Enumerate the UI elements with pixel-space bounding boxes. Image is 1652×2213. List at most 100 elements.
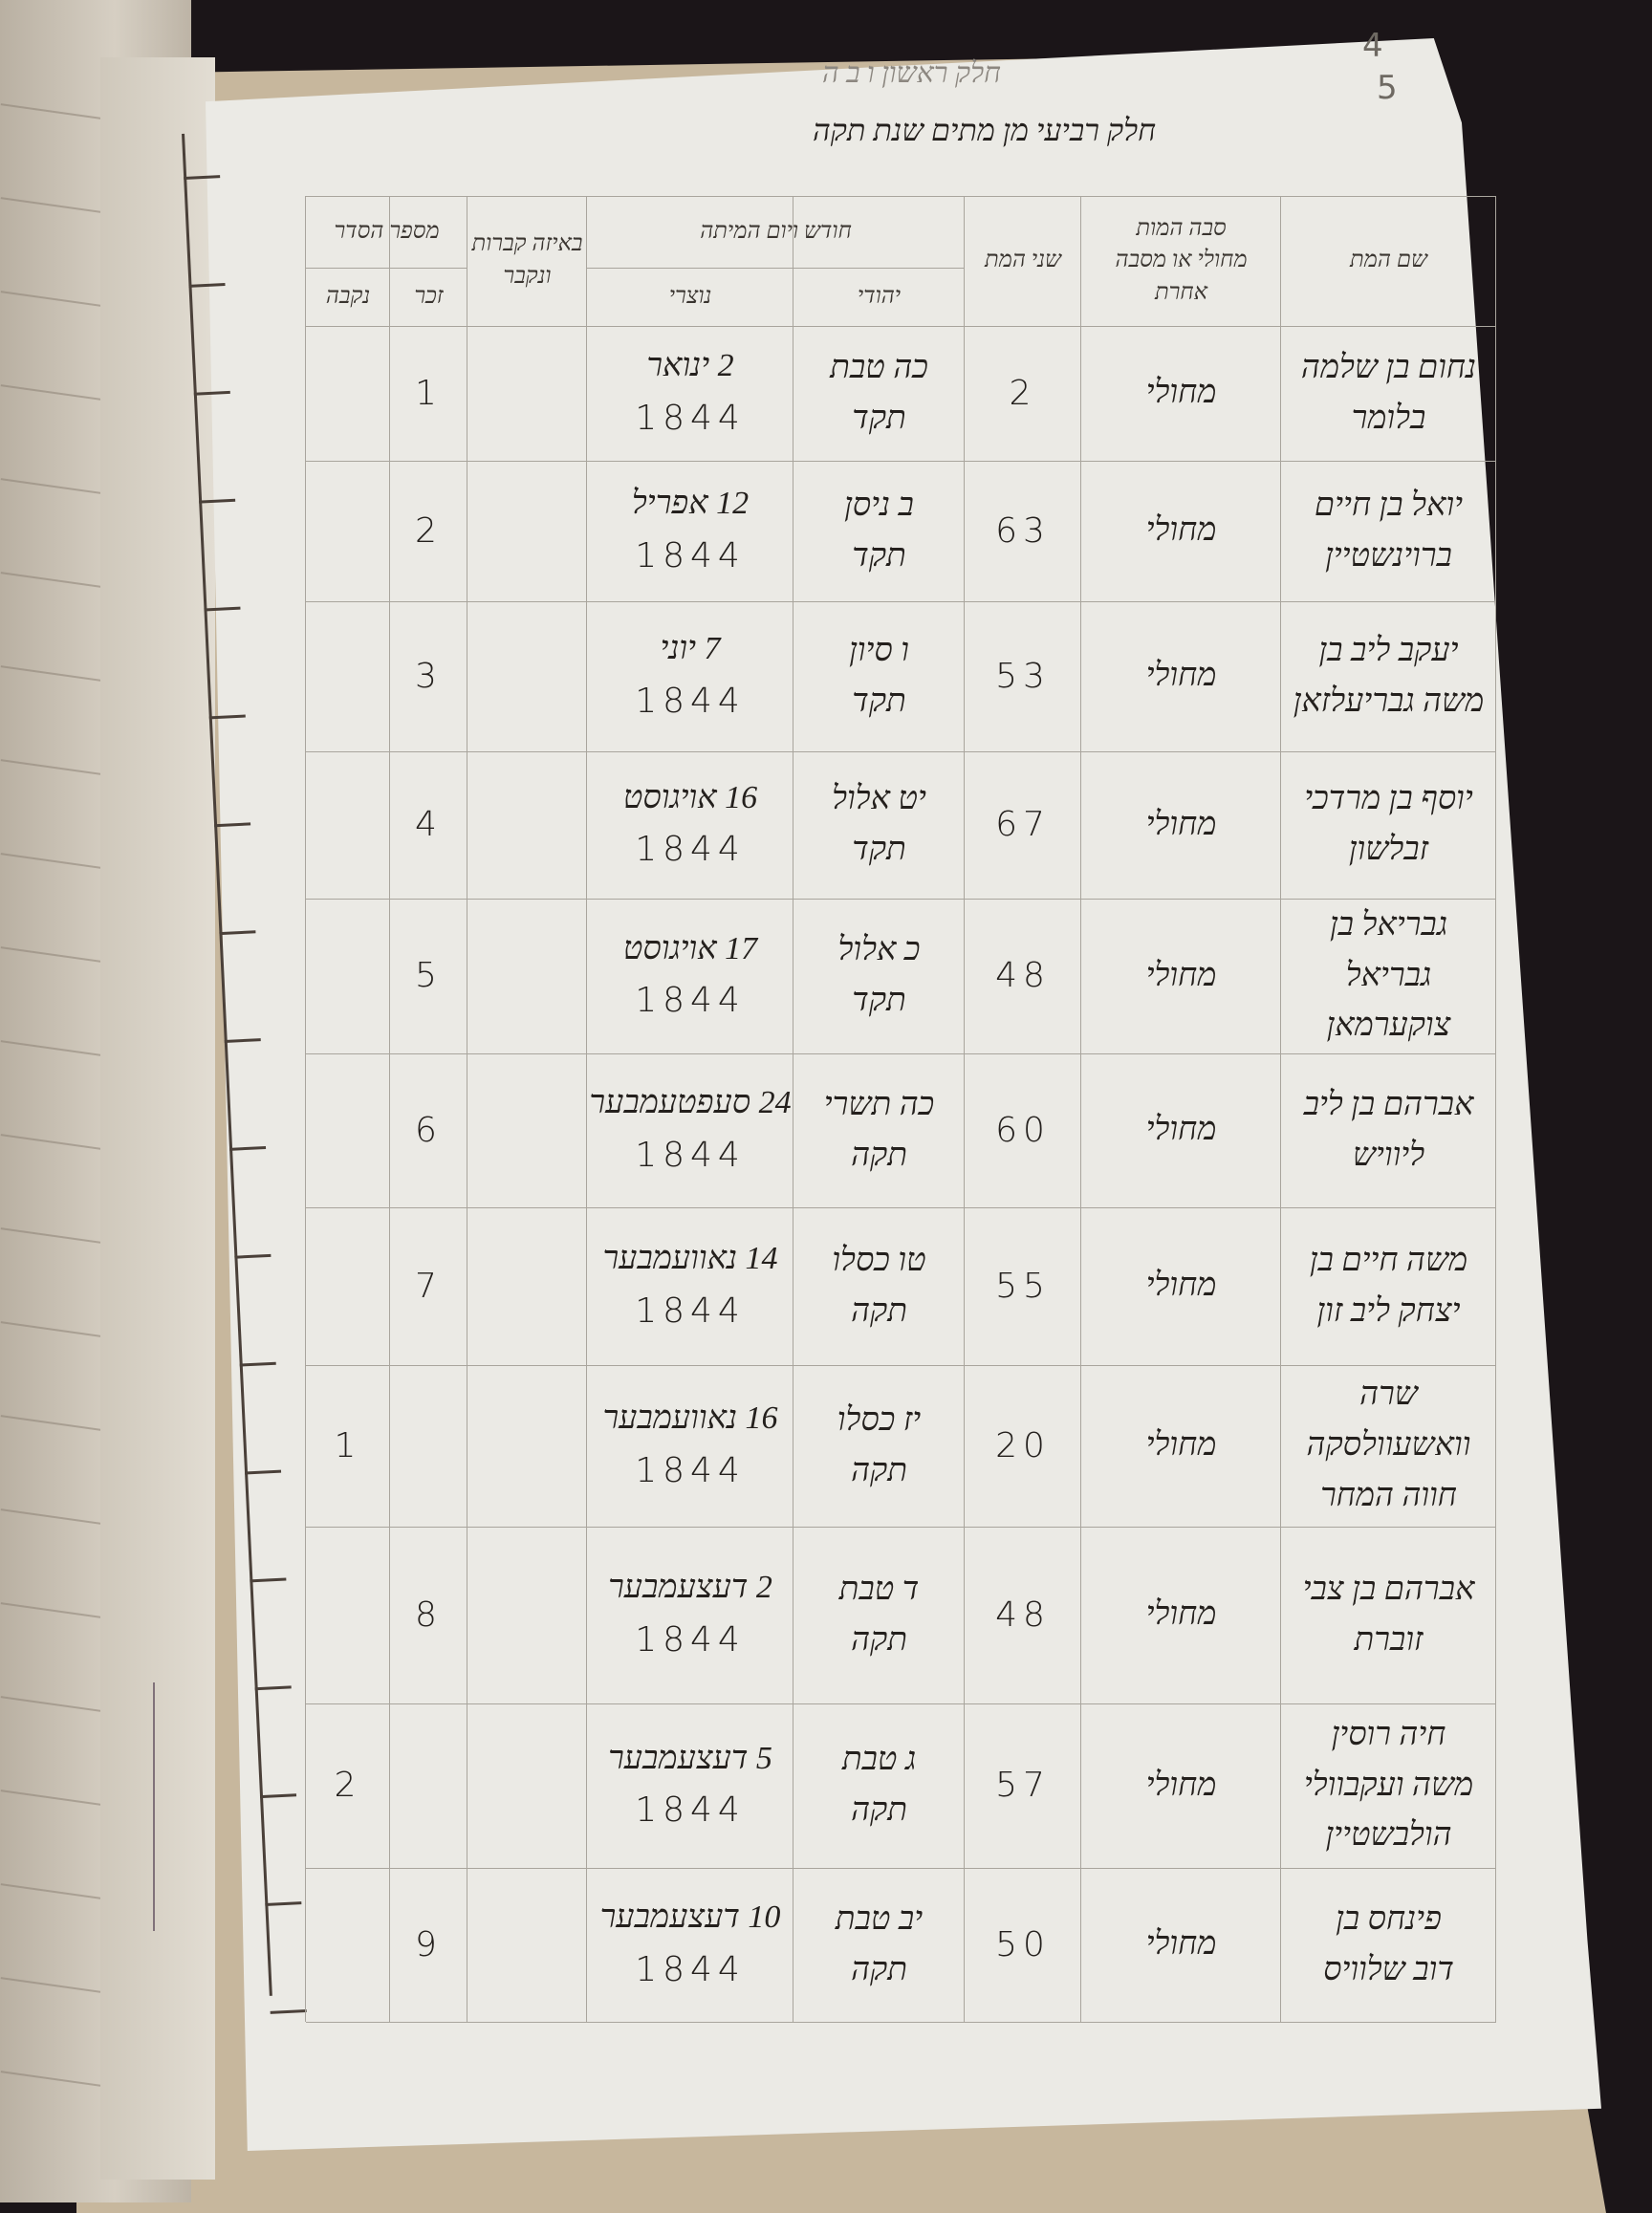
header-date-civil: נוצרי [668,283,712,309]
civil-date: 16 אויגוסט 1844 [587,751,793,899]
serial-female: 2 [334,1766,362,1806]
row-divider [306,461,1496,462]
text-line: יצחק ליב זון [1316,1292,1461,1329]
row-divider [306,601,1496,602]
row-divider [306,2022,1496,2023]
text-line: 1844 [635,981,746,1021]
column-divider [389,196,390,2022]
row-divider [306,899,1496,900]
age: 67 [995,805,1051,845]
deceased-name: משה חיים בן יצחק ליב זון [1281,1207,1496,1365]
text-line: יואל בן חיים [1314,487,1464,523]
civil-date: 10 דעצעמבער 1844 [587,1868,793,2022]
text-line: נחום בן שלמה [1300,349,1477,385]
serial-male: 3 [415,656,443,696]
deceased-name: גבריאל בן גבריאל צוקערמאן [1281,899,1496,1053]
burial-place [467,751,587,899]
header-date-jewish: יהודי [857,283,902,309]
text-line: ג טבת [841,1742,917,1778]
serial-male: 7 [415,1266,443,1306]
text-line: 1844 [635,398,746,438]
text-line: בלומר [1351,400,1426,436]
text-line: מחולי או מסבה [1115,248,1248,273]
row-divider [306,1868,1496,1869]
text-line: אברהם בן ליב [1303,1086,1474,1122]
text-line: אחרת [1154,279,1208,305]
text-line: תקד [852,832,906,867]
text-line: משה חיים בן [1309,1242,1468,1278]
burial-place [467,1703,587,1868]
jewish-date: ו סיון תקד [793,601,965,751]
text-line: תקה [851,1621,907,1658]
page-number: 5 [1377,69,1398,107]
cause-of-death: מחולי [1145,1427,1217,1464]
text-line: משה ועקבוולי [1303,1767,1474,1803]
text-line: 17 אויגוסט [622,930,758,966]
age: 2 [1009,373,1037,413]
age: 48 [995,956,1051,996]
burial-place [467,461,587,601]
row-divider [306,1207,1496,1208]
header-serial-male: זכר [414,283,444,309]
text-line: סבה המות [1136,215,1227,241]
burial-place [467,601,587,751]
burial-place [467,1527,587,1703]
text-line: 2 ינואר [646,348,734,384]
text-line: דוב שלוויס [1323,1951,1454,1987]
cause-of-death: מחולי [1145,1596,1217,1633]
archive-stamp [153,1682,163,1931]
column-divider [586,196,587,2022]
old-page-number: 4 [1362,27,1383,65]
serial-female [306,751,390,899]
deceased-name: חיה רוסין משה ועקבוולי הולבשטיין [1281,1703,1496,1868]
serial-male: 6 [415,1110,443,1150]
serial-male: 5 [415,956,443,996]
text-line: ב ניסן [844,487,914,523]
text-line: 2 דעצעמבער [608,1570,772,1606]
text-line: 1844 [635,1949,746,1989]
header-age: שני המת [985,248,1062,273]
serial-female: 1 [334,1425,362,1465]
row-divider [306,1365,1496,1366]
register-sheet [206,38,1601,2151]
civil-date: 14 נאוועמבער 1844 [587,1207,793,1365]
serial-male [390,1365,467,1527]
text-line: 1844 [635,1619,746,1660]
cause-of-death: מחולי [1145,512,1217,549]
age: 57 [995,1766,1051,1806]
text-line: גבריאל צוקערמאן [1326,957,1451,1044]
jewish-date: ד טבת תקה [793,1527,965,1703]
header-name: שם המת [1350,248,1427,273]
page-title: חלק רביעי מן מתים שנת תקה [813,113,1156,147]
text-line: 1844 [635,681,746,721]
civil-date: 2 ינואר 1844 [587,326,793,461]
deceased-name: יוסף בן מרדכי זבלשון [1281,751,1496,899]
text-line: הולבשטיין [1325,1817,1452,1854]
text-line: ד טבת [838,1571,920,1607]
age: 55 [995,1266,1051,1306]
cause-of-death: מחולי [1145,1767,1217,1803]
text-line: תקה [851,1452,907,1488]
serial-male: 4 [415,805,443,845]
civil-date: 2 דעצעמבער 1844 [587,1527,793,1703]
text-line: יוסף בן מרדכי [1304,781,1473,817]
age: 53 [995,656,1051,696]
header-burial: באיזה קברות ונקבר [467,196,587,326]
serial-female [306,1868,390,2022]
text-line: ברוינשטיין [1325,537,1452,574]
text-line: יעקב ליב בן [1318,632,1459,668]
text-line: יז כסלו [837,1401,922,1438]
header-date-group: חודש ויום המיתה [700,218,852,244]
serial-male: 9 [415,1924,443,1964]
text-line: 1844 [635,830,746,870]
row-divider [306,751,1496,752]
jewish-date: כה תשרי תקה [793,1053,965,1207]
serial-female [306,1527,390,1703]
text-line: 14 נאוועמבער [602,1241,778,1277]
burial-place [467,1207,587,1365]
text-line: כה תשרי [823,1086,935,1122]
age: 63 [995,510,1051,551]
text-line: תקה [851,1292,907,1329]
text-line: באיזה קברות [471,231,583,257]
cause-of-death: מחולי [1145,658,1217,694]
